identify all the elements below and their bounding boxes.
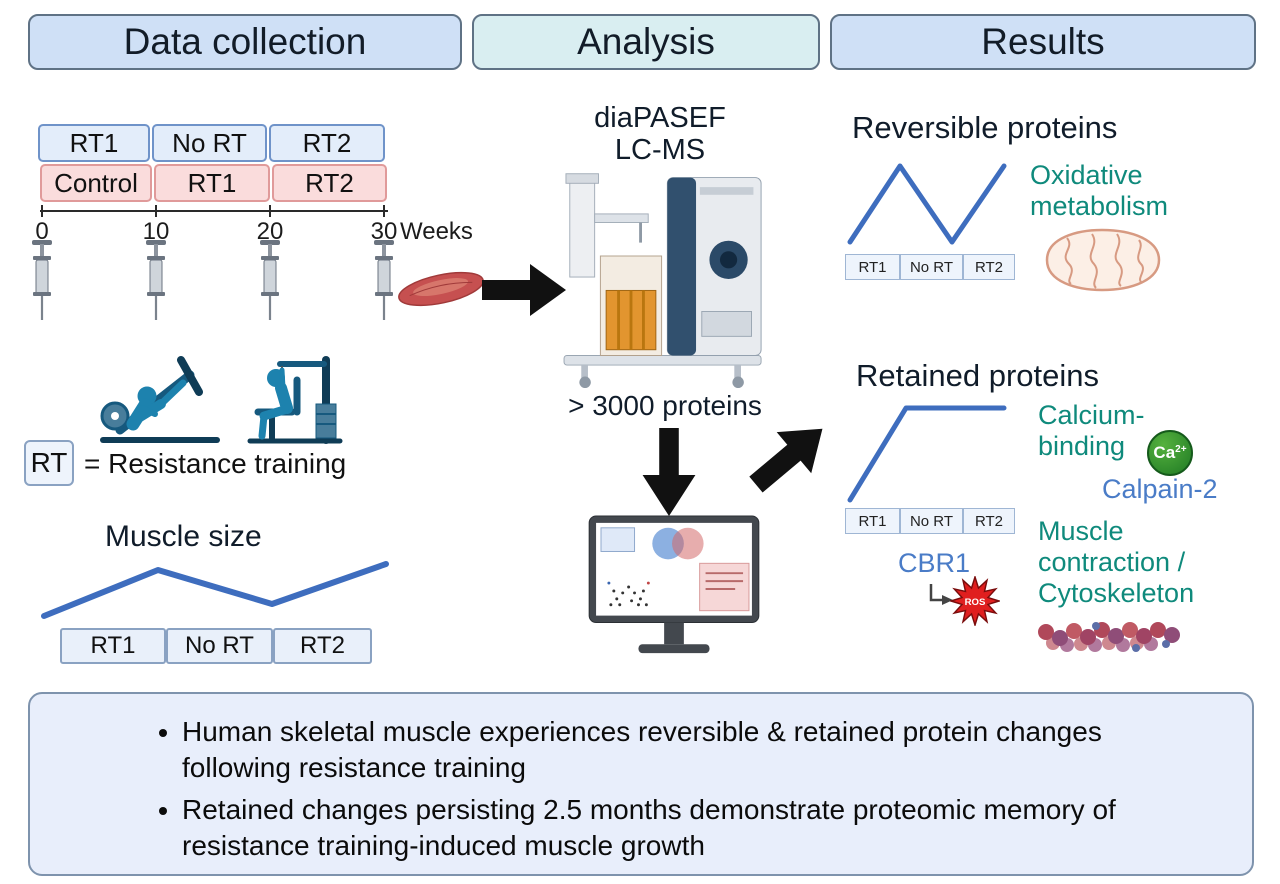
timeline-top-rt2: RT2 [269,124,385,162]
ros-burst-icon: ROS [950,576,1000,626]
reversible-phase-rt2: RT2 [963,254,1015,280]
timeline-top-nort: No RT [152,124,267,162]
rt-definition: = Resistance training [84,448,347,479]
ms-method-line2: LC-MS [614,134,706,166]
summary-list: Human skeletal muscle experiences revers… [182,714,1216,864]
summary-box: Human skeletal muscle experiences revers… [28,692,1254,876]
reversible-phase-nort: No RT [900,254,963,280]
calcium-line2: binding [1038,431,1126,461]
timeline-bottom-rt2: RT2 [272,164,387,202]
contraction-line2: contraction / [1038,547,1186,577]
arrow-down-icon [642,428,696,517]
reversible-phase-nort-label: No RT [909,258,954,276]
header-analysis: Analysis [472,14,820,70]
muscle-size-phase-rt2: RT2 [273,628,372,664]
oxidative-line1: Oxidative [1030,160,1143,190]
retained-trend-line [847,405,1007,503]
leg-press-machine-icon [100,356,220,443]
mass-spectrometer-icon [563,173,762,388]
timeline-top-nort-label: No RT [172,127,247,158]
calpain-label: Calpain-2 [1102,474,1218,504]
protein-count-label: > 3000 proteins [535,390,795,422]
retained-title: Retained proteins [856,358,1099,393]
retained-phase-rt2-label: RT2 [974,512,1004,530]
retained-phase-rt1: RT1 [845,508,900,534]
biopsy-syringe-icon [374,240,394,320]
retained-trend-chart [847,405,1007,503]
reversible-phase-rt2-label: RT2 [974,258,1004,276]
retained-phase-rt2: RT2 [963,508,1015,534]
reversible-title: Reversible proteins [852,110,1118,145]
timeline-top-rt2-label: RT2 [302,127,352,158]
timeline-bottom-control: Control [40,164,152,202]
header-data-collection-label: Data collection [123,21,367,62]
header-results: Results [830,14,1256,70]
actin-filament-icon [1038,622,1180,652]
muscle-size-phase-rt2-label: RT2 [300,632,345,659]
header-results-label: Results [981,21,1105,62]
arrow-up-right-icon [733,401,846,510]
calcium-ion-icon: Ca 2+ [1147,430,1193,476]
muscle-size-phase-nort: No RT [166,628,273,664]
muscle-size-line [41,561,389,619]
oxidative-metabolism-label: Oxidative metabolism [1030,160,1168,222]
contraction-line1: Muscle [1038,516,1124,546]
biopsy-syringe-icon [260,240,280,320]
ca-sup-label: 2+ [1175,443,1187,455]
retained-phase-nort: No RT [900,508,963,534]
seated-exercise-machine-icon [247,356,343,444]
reversible-phase-rt1: RT1 [845,254,900,280]
summary-bullet: Retained changes persisting 2.5 months d… [182,792,1216,864]
muscle-size-phase-rt1-label: RT1 [90,632,136,659]
muscle-size-phase-rt1: RT1 [60,628,166,664]
timeline-top-rt1: RT1 [38,124,150,162]
timeline-bottom-control-label: Control [54,167,138,198]
arrow-right-icon [482,264,566,316]
ca-label: Ca [1153,443,1176,462]
biopsy-syringe-icon [32,240,52,320]
tick-0: 0 [35,218,49,245]
mitochondria-icon [1045,228,1161,292]
calcium-binding-label: Calcium- binding [1038,400,1145,462]
ms-method-label: diaPASEF LC-MS [540,102,780,166]
biopsy-syringe-icon [146,240,166,320]
muscle-size-title: Muscle size [105,520,262,553]
bioinformatics-monitor-icon [588,515,760,654]
retained-phase-rt1-label: RT1 [858,512,887,530]
calcium-line1: Calcium- [1038,400,1145,430]
cbr1-label: CBR1 [898,548,971,578]
timeline-top-rt1-label: RT1 [69,127,119,158]
timeline-bottom-rt2-label: RT2 [305,167,354,198]
protein-count-text: > 3000 proteins [568,390,762,421]
muscle-contraction-label: Muscle contraction / Cytoskeleton [1038,516,1194,609]
timeline-bottom-rt1-label: RT1 [187,167,237,198]
reversible-phase-rt1-label: RT1 [858,258,887,276]
reversible-trend-line [847,163,1007,245]
contraction-line3: Cytoskeleton [1038,578,1195,608]
ros-label: ROS [965,597,986,608]
ms-method-line1: diaPASEF [594,102,726,134]
timeline-bottom-rt1: RT1 [154,164,270,202]
header-data-collection: Data collection [28,14,462,70]
retained-phase-nort-label: No RT [909,512,954,530]
oxidative-line2: metabolism [1030,191,1169,221]
rt-abbr-box: RT [24,440,74,486]
inhibition-arrow-icon [929,584,953,605]
muscle-sample-icon [398,271,484,307]
header-analysis-label: Analysis [577,21,715,62]
summary-bullet: Human skeletal muscle experiences revers… [182,714,1216,786]
reversible-trend-chart [847,163,1007,245]
muscle-size-phase-nort-label: No RT [185,632,254,659]
rt-abbr-label: RT [30,447,68,478]
weeks-label: Weeks [400,218,473,245]
muscle-size-chart [41,561,389,619]
weeks-axis [40,205,388,217]
